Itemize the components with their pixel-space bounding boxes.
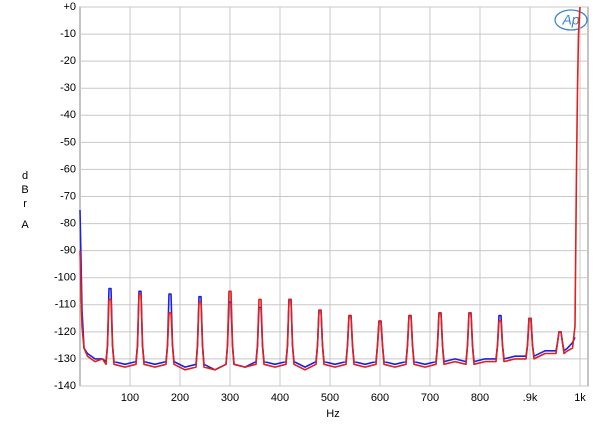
y-tick-label: -130 [54, 353, 76, 365]
y-tick-label: -120 [54, 326, 76, 338]
y-tick-label: -90 [60, 245, 76, 257]
x-tick-label: 300 [221, 392, 239, 404]
y-tick-label: -100 [54, 272, 76, 284]
y-axis-unit: A [21, 219, 29, 231]
x-axis-label: Hz [326, 408, 339, 420]
x-tick-label: .9k [523, 392, 538, 404]
x-tick-label: 500 [321, 392, 339, 404]
x-tick-label: 700 [421, 392, 439, 404]
y-tick-label: -40 [60, 109, 76, 121]
logo: Ap [561, 12, 579, 28]
y-tick-label: -20 [60, 55, 76, 67]
x-tick-label: 400 [271, 392, 289, 404]
y-tick-label: -10 [60, 28, 76, 40]
x-tick-label: 200 [171, 392, 189, 404]
y-tick-label: -50 [60, 136, 76, 148]
x-tick-label: 1k [574, 392, 586, 404]
y-tick-label: -140 [54, 380, 76, 392]
logo-outline [554, 9, 588, 31]
x-tick-label: 800 [471, 392, 489, 404]
y-axis-label: dBr [19, 170, 31, 212]
y-tick-label: -80 [60, 217, 76, 229]
y-tick-label: -60 [60, 163, 76, 175]
y-tick-label: +0 [63, 1, 76, 13]
y-tick-label: -30 [60, 82, 76, 94]
x-tick-label: 600 [371, 392, 389, 404]
x-tick-label: 100 [121, 392, 139, 404]
y-tick-label: -70 [60, 190, 76, 202]
y-tick-label: -110 [55, 299, 76, 311]
series-line [79, 6, 581, 371]
